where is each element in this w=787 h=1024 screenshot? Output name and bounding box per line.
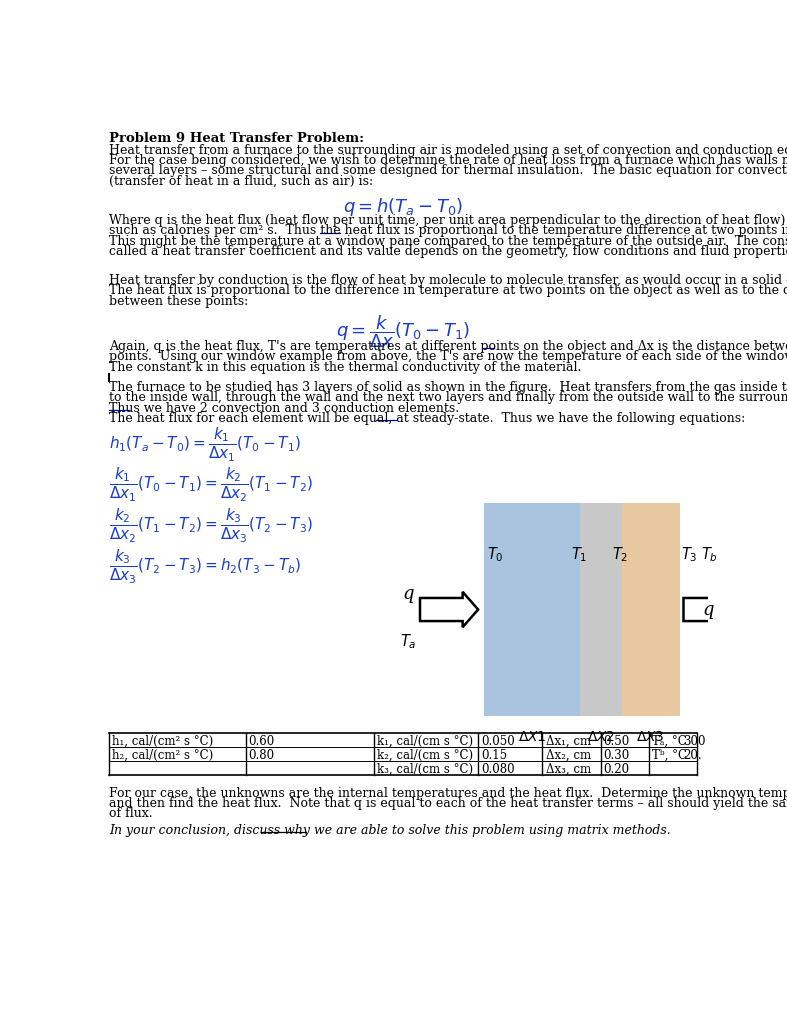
FancyArrow shape — [420, 592, 478, 628]
Text: and then find the heat flux.  Note that q is equal to each of the heat transfer : and then find the heat flux. Note that q… — [109, 797, 787, 810]
Text: $h_1(T_a - T_0) = \dfrac{k_1}{\Delta x_1}(T_0 - T_1)$: $h_1(T_a - T_0) = \dfrac{k_1}{\Delta x_1… — [109, 426, 301, 465]
Text: k₂, cal/(cm s °C): k₂, cal/(cm s °C) — [377, 749, 473, 762]
Text: $q = \dfrac{k}{\Delta x}(T_0 - T_1)$: $q = \dfrac{k}{\Delta x}(T_0 - T_1)$ — [336, 313, 470, 350]
Text: $\dfrac{k_2}{\Delta x_2}(T_1 - T_2) = \dfrac{k_3}{\Delta x_3}(T_2 - T_3)$: $\dfrac{k_2}{\Delta x_2}(T_1 - T_2) = \d… — [109, 506, 313, 545]
Text: Δx₂, cm: Δx₂, cm — [545, 749, 591, 762]
Text: 0.050: 0.050 — [481, 735, 515, 748]
Text: q: q — [703, 600, 715, 618]
Text: This might be the temperature at a window pane compared to the temperature of th: This might be the temperature at a windo… — [109, 234, 787, 248]
Text: Thus we have 2 convection and 3 conduction elements.: Thus we have 2 convection and 3 conducti… — [109, 401, 460, 415]
Text: 0.30: 0.30 — [604, 749, 630, 762]
Text: 0.20: 0.20 — [604, 763, 630, 776]
Text: The heat flux is proportional to the difference in temperature at two points on : The heat flux is proportional to the dif… — [109, 285, 787, 297]
Text: 0.60: 0.60 — [249, 735, 275, 748]
Text: 0.080: 0.080 — [481, 763, 515, 776]
Text: Again, q is the heat flux, T's are temperatures at different points on the objec: Again, q is the heat flux, T's are tempe… — [109, 340, 787, 353]
Text: The constant k in this equation is the thermal conductivity of the material.: The constant k in this equation is the t… — [109, 360, 582, 374]
Text: Problem 9 Heat Transfer Problem:: Problem 9 Heat Transfer Problem: — [109, 132, 364, 145]
Text: $\dfrac{k_1}{\Delta x_1}(T_0 - T_1) = \dfrac{k_2}{\Delta x_2}(T_1 - T_2)$: $\dfrac{k_1}{\Delta x_1}(T_0 - T_1) = \d… — [109, 466, 313, 505]
Text: The heat flux for each element will be equal, at steady-state.  Thus we have the: The heat flux for each element will be e… — [109, 412, 745, 425]
Text: Δx₁, cm: Δx₁, cm — [545, 735, 591, 748]
Text: For the case being considered, we wish to determine the rate of heat loss from a: For the case being considered, we wish t… — [109, 154, 787, 167]
Text: k₁, cal/(cm s °C): k₁, cal/(cm s °C) — [377, 735, 473, 748]
Text: between these points:: between these points: — [109, 295, 249, 307]
Text: such as calories per cm² s.  Thus the heat flux is proportional to the temperatu: such as calories per cm² s. Thus the hea… — [109, 224, 787, 238]
Text: h₂, cal/(cm² s °C): h₂, cal/(cm² s °C) — [113, 749, 213, 762]
Text: Tₐ, °C: Tₐ, °C — [652, 735, 686, 748]
Text: several layers – some structural and some designed for thermal insulation.  The : several layers – some structural and som… — [109, 165, 787, 177]
Text: 300: 300 — [683, 735, 706, 748]
Text: $\Delta X1$: $\Delta X1$ — [518, 730, 546, 743]
FancyArrow shape — [683, 592, 736, 628]
Text: 20.: 20. — [683, 749, 702, 762]
Text: $T_b$: $T_b$ — [701, 546, 719, 564]
Text: points.  Using our window example from above, the T's are now the temperature of: points. Using our window example from ab… — [109, 350, 787, 364]
Text: Δx₃, cm: Δx₃, cm — [545, 763, 591, 776]
Text: to the inside wall, through the wall and the next two layers and finally from th: to the inside wall, through the wall and… — [109, 391, 787, 404]
Text: $T_2$: $T_2$ — [611, 546, 628, 564]
Text: 0.80: 0.80 — [249, 749, 275, 762]
Text: $T_3$: $T_3$ — [682, 546, 698, 564]
Text: (transfer of heat in a fluid, such as air) is:: (transfer of heat in a fluid, such as ai… — [109, 175, 373, 187]
Text: called a heat transfer coefficient and its value depends on the geometry, flow c: called a heat transfer coefficient and i… — [109, 245, 787, 258]
Text: $\dfrac{k_3}{\Delta x_3}(T_2 - T_3) = h_2(T_3 - T_b)$: $\dfrac{k_3}{\Delta x_3}(T_2 - T_3) = h_… — [109, 548, 301, 586]
Text: h₁, cal/(cm² s °C): h₁, cal/(cm² s °C) — [113, 735, 213, 748]
Text: For our case, the unknowns are the internal temperatures and the heat flux.  Det: For our case, the unknowns are the inter… — [109, 786, 787, 800]
Text: 0.15: 0.15 — [481, 749, 508, 762]
Text: $T_a$: $T_a$ — [400, 633, 416, 651]
Text: $q = h(T_a - T_0)$: $q = h(T_a - T_0)$ — [343, 196, 463, 218]
Bar — [581, 503, 622, 716]
Text: Heat transfer by conduction is the flow of heat by molecule to molecule transfer: Heat transfer by conduction is the flow … — [109, 273, 787, 287]
Text: 0.50: 0.50 — [604, 735, 630, 748]
Text: In your conclusion, discuss why we are able to solve this problem using matrix m: In your conclusion, discuss why we are a… — [109, 823, 671, 837]
Text: The furnace to be studied has 3 layers of solid as shown in the figure.  Heat tr: The furnace to be studied has 3 layers o… — [109, 381, 787, 394]
Bar — [622, 503, 680, 716]
Text: $\Delta X2$: $\Delta X2$ — [587, 730, 615, 743]
Text: Tᵇ, °C: Tᵇ, °C — [652, 749, 687, 762]
Text: $\Delta X3$: $\Delta X3$ — [636, 730, 665, 743]
Text: q: q — [403, 585, 414, 603]
Text: of flux.: of flux. — [109, 807, 153, 820]
Bar — [483, 503, 581, 716]
Text: $T_1$: $T_1$ — [571, 546, 587, 564]
Text: Where q is the heat flux (heat flow per unit time, per unit area perpendicular t: Where q is the heat flux (heat flow per … — [109, 214, 787, 226]
Text: Heat transfer from a furnace to the surrounding air is modeled using a set of co: Heat transfer from a furnace to the surr… — [109, 143, 787, 157]
Text: $T_0$: $T_0$ — [487, 546, 504, 564]
Text: k₃, cal/(cm s °C): k₃, cal/(cm s °C) — [377, 763, 473, 776]
